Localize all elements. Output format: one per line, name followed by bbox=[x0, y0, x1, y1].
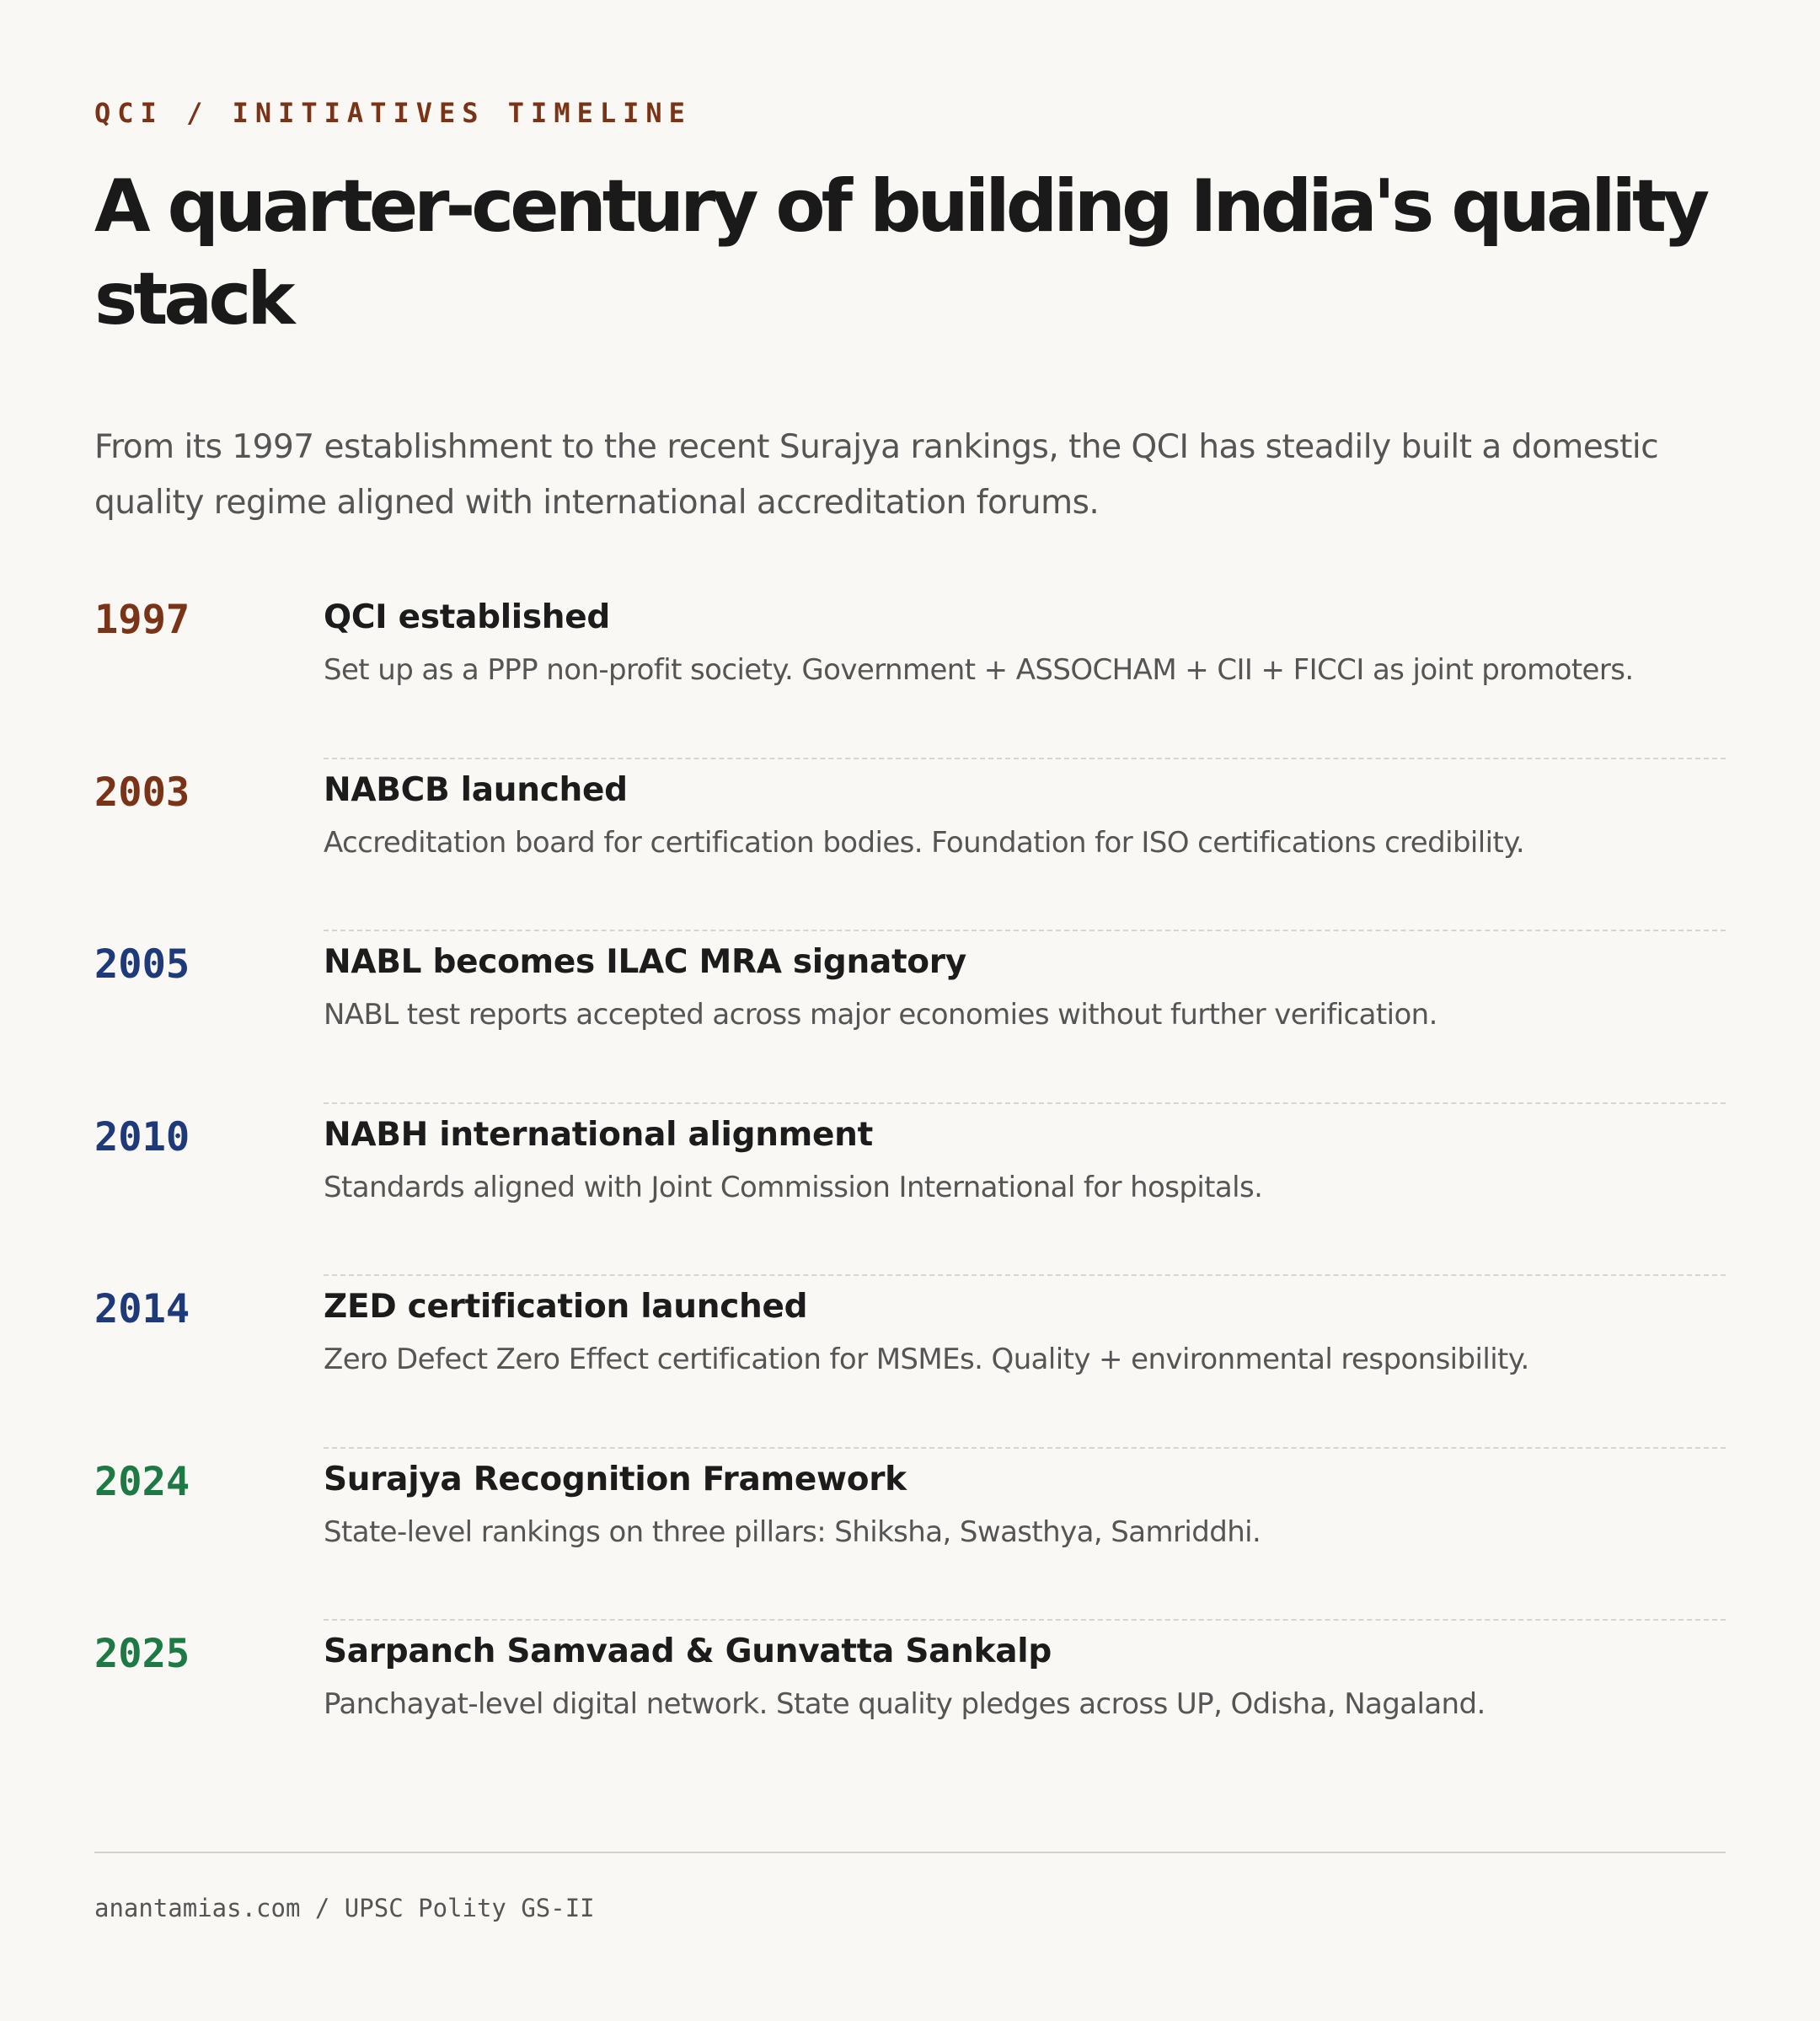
section-kicker: QCI / INITIATIVES TIMELINE bbox=[94, 97, 692, 129]
row-divider bbox=[324, 930, 1726, 931]
timeline: 1997 QCI established Set up as a PPP non… bbox=[94, 587, 1726, 1793]
timeline-row: 2003 NABCB launched Accreditation board … bbox=[94, 759, 1726, 931]
event-description: Set up as a PPP non-profit society. Gove… bbox=[324, 653, 1634, 687]
timeline-event: NABH international alignment Standards a… bbox=[324, 1112, 1726, 1209]
timeline-row: 2005 NABL becomes ILAC MRA signatory NAB… bbox=[94, 931, 1726, 1104]
footer-credit: anantamias.com / UPSC Polity GS-II bbox=[94, 1894, 595, 1922]
timeline-row: 1997 QCI established Set up as a PPP non… bbox=[94, 587, 1726, 759]
timeline-event: ZED certification launched Zero Defect Z… bbox=[324, 1284, 1726, 1380]
intro-paragraph: From its 1997 establishment to the recen… bbox=[94, 428, 1659, 522]
timeline-event: Sarpanch Samvaad & Gunvatta Sankalp Panc… bbox=[324, 1629, 1726, 1725]
timeline-row: 2024 Surajya Recognition Framework State… bbox=[94, 1449, 1726, 1621]
timeline-year: 2005 bbox=[94, 941, 190, 988]
event-title: Surajya Recognition Framework bbox=[324, 1460, 907, 1498]
event-description: State-level rankings on three pillars: S… bbox=[324, 1514, 1261, 1549]
event-title: NABCB launched bbox=[324, 770, 628, 809]
row-divider bbox=[324, 1102, 1726, 1104]
event-title: NABH international alignment bbox=[324, 1115, 873, 1154]
row-divider bbox=[324, 1274, 1726, 1276]
page-title: A quarter-century of building India's qu… bbox=[94, 164, 1710, 341]
event-description: Standards aligned with Joint Commission … bbox=[324, 1170, 1263, 1204]
timeline-year: 1997 bbox=[94, 597, 190, 643]
event-description: Accreditation board for certification bo… bbox=[324, 825, 1525, 860]
timeline-event: QCI established Set up as a PPP non-prof… bbox=[324, 595, 1726, 691]
timeline-year: 2024 bbox=[94, 1458, 190, 1505]
event-description: NABL test reports accepted across major … bbox=[324, 998, 1437, 1032]
timeline-event: NABL becomes ILAC MRA signatory NABL tes… bbox=[324, 940, 1726, 1036]
timeline-row: 2014 ZED certification launched Zero Def… bbox=[94, 1276, 1726, 1449]
timeline-row: 2010 NABH international alignment Standa… bbox=[94, 1104, 1726, 1276]
event-title: Sarpanch Samvaad & Gunvatta Sankalp bbox=[324, 1632, 1052, 1670]
event-description: Panchayat-level digital network. State q… bbox=[324, 1687, 1485, 1721]
row-divider bbox=[324, 1446, 1726, 1449]
timeline-year: 2014 bbox=[94, 1286, 190, 1332]
row-divider bbox=[324, 757, 1726, 759]
row-divider bbox=[324, 1619, 1726, 1621]
timeline-row: 2025 Sarpanch Samvaad & Gunvatta Sankalp… bbox=[94, 1621, 1726, 1793]
footer-divider bbox=[94, 1852, 1726, 1853]
timeline-year: 2010 bbox=[94, 1113, 190, 1161]
event-title: NABL becomes ILAC MRA signatory bbox=[324, 943, 966, 981]
event-description: Zero Defect Zero Effect certification fo… bbox=[324, 1343, 1529, 1376]
timeline-year: 2003 bbox=[94, 769, 190, 816]
timeline-event: NABCB launched Accreditation board for c… bbox=[324, 768, 1726, 864]
event-title: QCI established bbox=[324, 598, 610, 636]
event-title: ZED certification launched bbox=[324, 1288, 808, 1326]
timeline-year: 2025 bbox=[94, 1631, 190, 1677]
timeline-event: Surajya Recognition Framework State-leve… bbox=[324, 1457, 1726, 1553]
